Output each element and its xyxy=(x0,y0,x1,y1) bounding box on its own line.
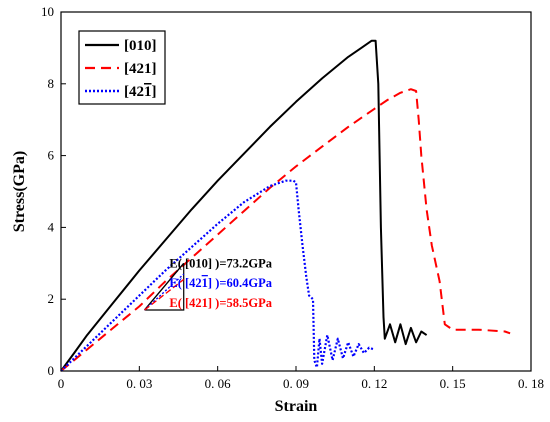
y-tick-label: 0 xyxy=(48,363,55,378)
legend-label-0: [010] xyxy=(124,38,157,54)
y-tick-label: 2 xyxy=(48,291,55,306)
x-tick-label: 0 xyxy=(58,376,65,391)
series-line-2 xyxy=(60,179,375,372)
x-tick-label: 0. 12 xyxy=(361,376,387,391)
annotation-text: E( [010] )=73.2GPa xyxy=(169,256,272,270)
x-axis-title: Strain xyxy=(275,398,318,415)
modulus-annotation-1: E( [421] )=60.4GPa xyxy=(169,276,272,290)
y-tick-label: 6 xyxy=(48,148,55,163)
y-tick-label: 4 xyxy=(48,219,55,234)
axis-ticks: 0 0. 03 0. 06 0. 09 0. 12 0. 15 0. 18 0 2 4 6 8 10 xyxy=(41,4,544,391)
legend-label-1: [421] xyxy=(124,61,157,77)
legend-label-end: ] xyxy=(152,84,157,100)
x-tick-label: 0. 09 xyxy=(283,376,309,391)
y-axis-title: Stress(GPa) xyxy=(11,151,28,232)
annotation-text: E( [42 xyxy=(169,276,201,290)
modulus-slope-2 xyxy=(144,278,185,311)
modulus-triangles xyxy=(144,262,185,311)
annotation-text: E( [421] )=58.5GPa xyxy=(169,296,272,310)
modulus-annotation-2: E( [421] )=58.5GPa xyxy=(169,296,272,310)
x-tick-label: 0. 18 xyxy=(518,376,544,391)
modulus-annotation-0: E( [010] )=73.2GPa xyxy=(169,256,272,270)
annotation-text-end: ] )=60.4GPa xyxy=(208,276,273,290)
series-line-0 xyxy=(60,39,428,372)
legend-label-main: [010] xyxy=(124,38,157,54)
triangle-frame xyxy=(144,263,185,311)
modulus-slope-0 xyxy=(144,262,185,311)
legend-label-overbar-digit: 1 xyxy=(144,84,152,100)
annotation-overbar-digit: 1 xyxy=(202,276,208,290)
x-tick-label: 0. 03 xyxy=(126,376,152,391)
y-tick-label: 10 xyxy=(41,4,54,19)
legend-label-main: [42 xyxy=(124,84,144,100)
x-tick-label: 0. 15 xyxy=(440,376,466,391)
legend-label-main: [421] xyxy=(124,61,157,77)
series-line-1 xyxy=(60,88,511,372)
y-tick-label: 8 xyxy=(48,76,55,91)
x-tick-label: 0. 06 xyxy=(205,376,232,391)
legend: [010][421][421] xyxy=(78,30,166,105)
legend-label-2: [421] xyxy=(124,84,157,100)
series-layer xyxy=(60,39,511,372)
modulus-slope-1 xyxy=(144,273,185,311)
